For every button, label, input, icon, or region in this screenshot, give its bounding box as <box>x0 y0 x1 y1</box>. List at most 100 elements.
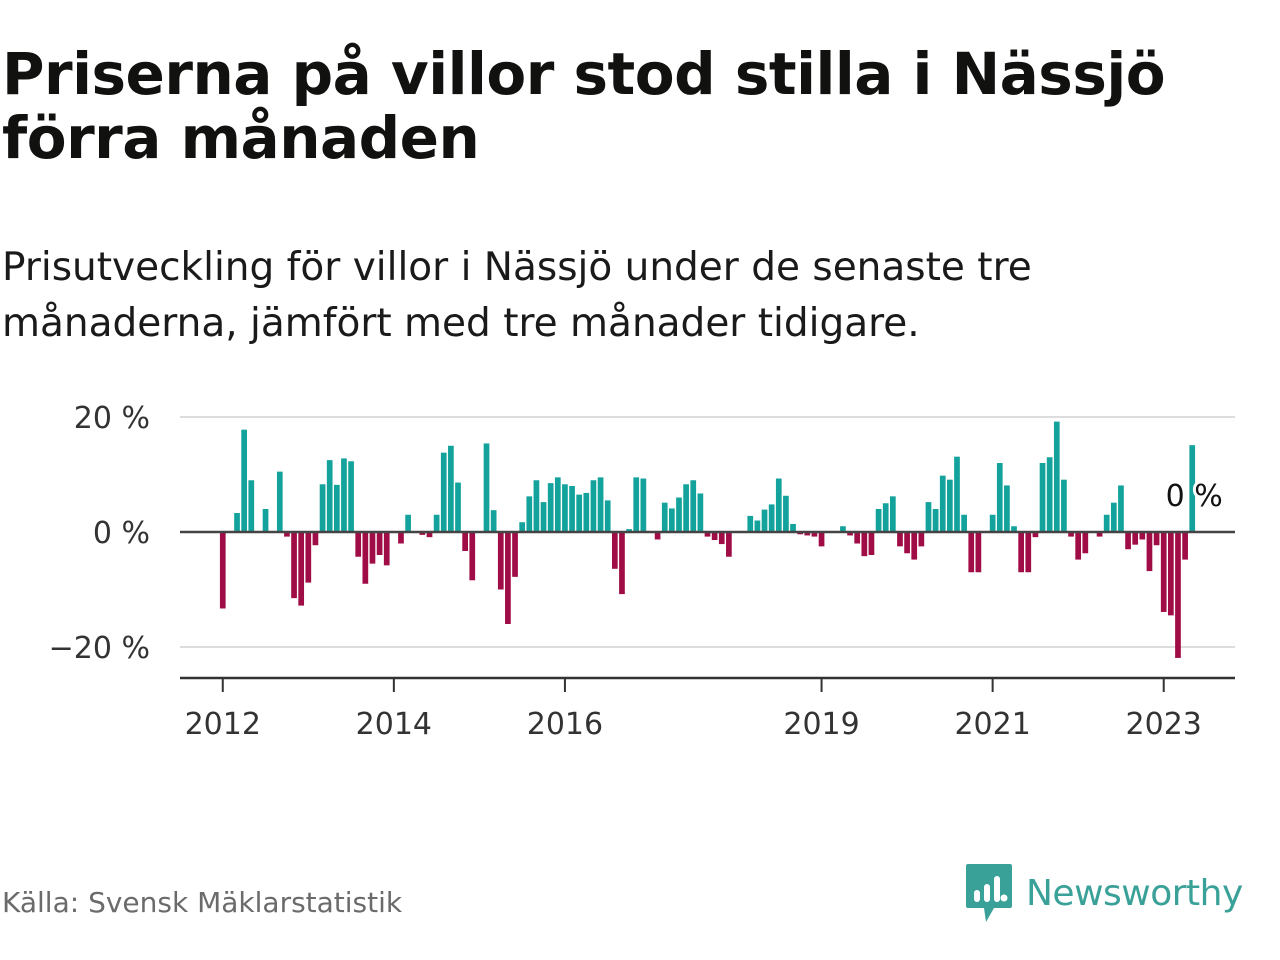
chart-bar <box>383 532 390 566</box>
chart-bar <box>490 510 497 532</box>
chart-bar <box>640 478 647 532</box>
chart-bar <box>1118 485 1124 532</box>
x-tick-label: 2016 <box>527 707 603 742</box>
chart-bar <box>1075 532 1082 560</box>
chart-bar <box>761 509 768 532</box>
chart-bar <box>405 514 411 532</box>
chart-bar <box>1110 502 1117 532</box>
chart-bar <box>234 513 240 532</box>
chart-bar <box>918 532 925 547</box>
chart-bar <box>747 515 754 532</box>
chart-bar <box>512 532 518 577</box>
chart-bar <box>818 532 825 547</box>
chart-bar <box>961 514 967 532</box>
chart-bar <box>483 443 490 532</box>
chart-bar <box>847 532 853 536</box>
chart-bar <box>1167 532 1174 616</box>
chart-bar <box>939 475 946 532</box>
chart-bar <box>305 532 312 583</box>
chart-bar <box>661 502 668 532</box>
chart-bar <box>1132 532 1139 545</box>
chart-bar <box>611 532 618 569</box>
chart-bar <box>497 532 504 590</box>
chart-bar <box>355 532 362 557</box>
chart-bar <box>1175 532 1181 658</box>
chart-bar <box>1153 532 1160 546</box>
chart-bar <box>911 532 918 560</box>
chart-bar <box>554 477 561 532</box>
chart-bar <box>469 532 476 581</box>
chart-bar <box>690 480 697 532</box>
chart-bar <box>1146 532 1153 572</box>
chart-bar <box>576 494 583 532</box>
source-note: Källa: Svensk Mäklarstatistik <box>2 886 403 919</box>
chart-bar <box>583 492 590 532</box>
chart-bar <box>975 532 982 573</box>
chart-bar <box>562 484 568 532</box>
chart-bar <box>897 532 903 547</box>
y-tick-label: −20 % <box>49 631 150 666</box>
chart-bar <box>711 532 718 541</box>
chart-bar <box>1189 445 1196 532</box>
chart-bar <box>547 483 554 532</box>
chart-bar <box>882 503 889 532</box>
chart-bar <box>540 502 547 532</box>
chart-bar <box>840 526 846 532</box>
chart-bar <box>1053 421 1060 532</box>
chart-bar <box>1096 532 1103 537</box>
chart-bar <box>697 493 704 532</box>
chart-bar <box>462 532 468 551</box>
chart-bar <box>262 509 269 532</box>
chart-bar <box>219 532 226 609</box>
chart-bar <box>248 480 255 532</box>
chart-bar <box>1039 463 1046 532</box>
chart-bar <box>291 532 297 599</box>
chart-bar <box>298 532 305 606</box>
chart-bar <box>326 460 333 532</box>
chart-bar <box>426 532 433 538</box>
chart-bar <box>1182 532 1188 560</box>
chart-bar <box>440 452 447 532</box>
chart-bar <box>1018 532 1024 573</box>
chart-bar <box>284 532 290 537</box>
chart-bar <box>704 532 711 537</box>
chart-bar <box>455 482 461 532</box>
chart-bar <box>669 508 675 532</box>
chart-bar <box>932 509 939 532</box>
chart-bar <box>1160 532 1167 612</box>
chart-bar <box>376 532 383 555</box>
x-tick-label: 2021 <box>954 707 1030 742</box>
chart-bar <box>1139 532 1146 540</box>
chart-bar <box>875 509 882 532</box>
chart-bar <box>1032 532 1039 538</box>
chart-bar <box>597 477 604 532</box>
chart-bar <box>333 484 340 532</box>
chart-bar <box>590 480 597 532</box>
chart-bar <box>619 532 625 595</box>
newsworthy-logo[interactable]: Newsworthy <box>964 862 1243 924</box>
chart-bar <box>1125 532 1131 550</box>
chart-bar <box>768 504 775 532</box>
chart-bar <box>276 471 283 532</box>
chart-bar <box>626 529 632 532</box>
chart-bar <box>1025 532 1032 573</box>
chart-bar <box>683 484 689 532</box>
chart-bar <box>889 496 896 532</box>
chart-title: Priserna på villor stod stilla i Nässjö … <box>2 40 1166 172</box>
chart-bar <box>1068 532 1074 537</box>
chart-bar <box>954 456 960 532</box>
chart-bar <box>604 500 611 532</box>
chart-bar <box>925 502 932 532</box>
chart-bar <box>775 478 782 532</box>
chart-bar <box>676 497 682 532</box>
chart-bar <box>1082 532 1089 554</box>
chart-bar <box>804 532 811 536</box>
chart-bar <box>904 532 910 554</box>
chart-bar <box>398 532 404 544</box>
chart-bar <box>448 445 454 532</box>
chart-bar <box>369 532 376 564</box>
chart-bar <box>569 486 575 532</box>
chart-bar <box>362 532 369 584</box>
chart-bar <box>947 479 953 532</box>
